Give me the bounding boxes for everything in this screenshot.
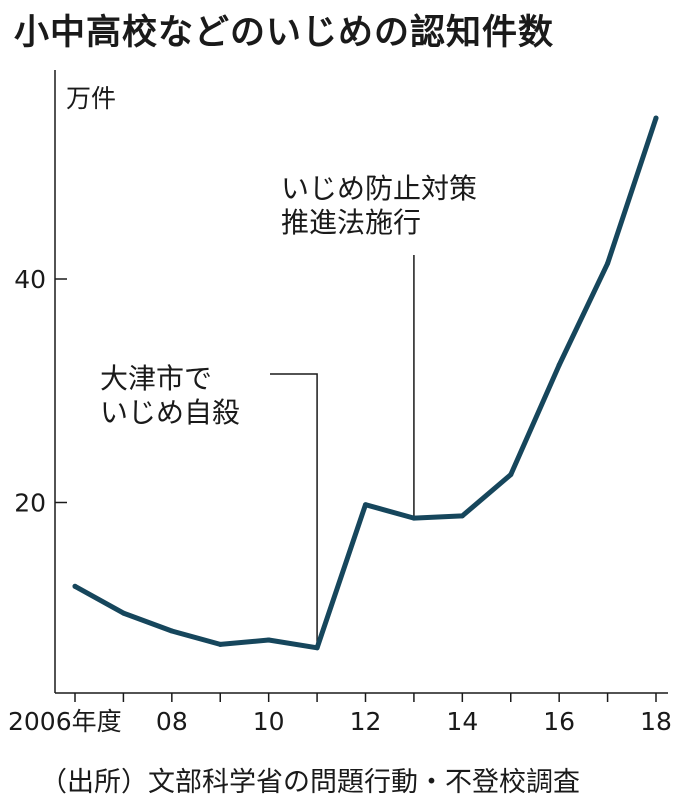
annotation-text: いじめ自殺 — [100, 396, 240, 429]
y-tick-label: 20 — [14, 489, 46, 518]
y-tick-label: 40 — [14, 265, 46, 294]
data-point — [363, 502, 368, 508]
x-tick-label: 12 — [350, 707, 382, 736]
data-point — [169, 628, 175, 634]
data-point — [459, 513, 465, 519]
source-note: （出所）文部科学省の問題行動・不登校調査 — [40, 767, 580, 798]
x-tick-label: 14 — [446, 707, 478, 736]
x-tick-label: 16 — [543, 707, 575, 736]
x-tick-label: 2006年度 — [8, 707, 122, 736]
x-tick-label: 18 — [640, 707, 672, 736]
data-point — [72, 583, 78, 589]
data-point — [217, 641, 223, 647]
data-point — [411, 515, 417, 521]
data-point — [508, 472, 514, 478]
chart-title: 小中高校などのいじめの認知件数 — [14, 13, 555, 53]
data-point — [314, 645, 320, 651]
annotation-text: 大津市で — [100, 362, 212, 395]
data-points — [72, 115, 659, 651]
y-axis-unit-label: 万件 — [66, 84, 116, 113]
data-point — [266, 637, 272, 643]
annotation-leader-line — [270, 373, 318, 648]
x-ticks: 2006年度 08 10 12 14 16 18 — [8, 693, 672, 736]
x-tick-label: 08 — [156, 707, 188, 736]
data-point — [556, 362, 562, 368]
annotation-text: 推進法施行 — [281, 206, 421, 239]
data-point — [605, 260, 611, 266]
annotation-text: いじめ防止対策 — [281, 172, 477, 205]
x-tick-label: 10 — [253, 707, 285, 736]
data-point — [120, 610, 126, 616]
data-point — [653, 115, 659, 121]
